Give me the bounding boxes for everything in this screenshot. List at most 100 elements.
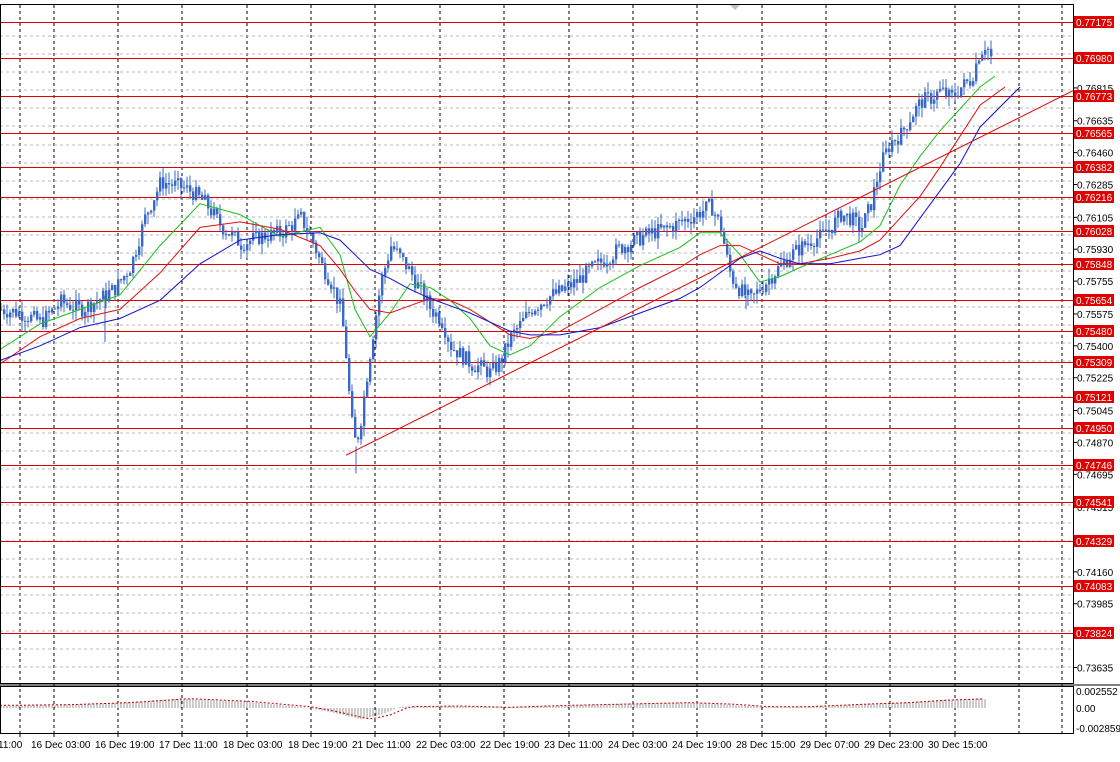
candle-body [690, 221, 693, 224]
main-frame [0, 4, 1074, 684]
candle-body [129, 273, 132, 276]
candle-body [903, 127, 906, 130]
candle-body [726, 243, 729, 255]
candle-body [939, 88, 942, 92]
candle-body [0, 309, 3, 311]
candle-body [906, 129, 909, 131]
price-tick-label: 0.74515 [1077, 503, 1114, 514]
candle-body [834, 217, 837, 234]
candle-body [807, 243, 810, 246]
level-tag-label: 0.76773 [1076, 92, 1113, 103]
candle-body [549, 296, 552, 305]
osc-tick-label: 0.002552 [1076, 687, 1118, 698]
price-tick-label: 0.76460 [1077, 149, 1114, 160]
candle-body [510, 332, 513, 347]
candle-body [339, 298, 342, 304]
candle-body [381, 275, 384, 296]
candle-body [822, 229, 825, 231]
candle-body [573, 279, 576, 288]
candle-body [291, 225, 294, 231]
candle-body [420, 282, 423, 284]
candle-body [468, 351, 471, 367]
candle-body [84, 311, 87, 317]
candle-body [702, 210, 705, 218]
candle-body [915, 105, 918, 117]
time-tick-label: 18 Dec 03:00 [223, 740, 283, 751]
candle-body [738, 287, 741, 296]
time-axis: 11:00 16 Dec 03:00 16 Dec 19:00 17 Dec 11:0… [0, 733, 988, 751]
time-tick-label: 11:00 [0, 740, 23, 751]
candle-body [741, 284, 744, 296]
price-tick-label: 0.74870 [1077, 438, 1114, 449]
candle-body [342, 298, 345, 327]
candle-body [567, 282, 570, 287]
candle-body [75, 299, 78, 311]
candle-body [804, 241, 807, 246]
candle-body [714, 214, 717, 216]
candle-body [228, 234, 231, 236]
candle-body [132, 256, 135, 274]
candle-body [459, 347, 462, 358]
candle-body [147, 212, 150, 215]
candle-body [456, 350, 459, 358]
level-tag [1074, 580, 1114, 592]
candle-body [588, 265, 591, 267]
candle-body [243, 249, 246, 251]
candle-body [777, 266, 780, 277]
candle-body [300, 211, 303, 215]
candle-body [753, 293, 756, 295]
candle-body [693, 217, 696, 224]
candle-body [516, 328, 519, 330]
candle-body [831, 229, 834, 234]
candle-body [309, 231, 312, 233]
candle-body [186, 185, 189, 188]
candle-body [867, 204, 870, 214]
level-tag-label: 0.73824 [1076, 629, 1113, 640]
candle-body [930, 93, 933, 104]
candle-body [261, 232, 264, 244]
candle-body [543, 304, 546, 306]
candle-body [114, 284, 117, 296]
candle-body [162, 177, 165, 189]
candle-body [96, 301, 99, 304]
candle-body [240, 245, 243, 250]
time-tick-label: 29 Dec 07:00 [800, 740, 860, 751]
candle-body [219, 214, 222, 226]
candle-body [486, 366, 489, 378]
candle-body [597, 258, 600, 262]
candle-body [795, 244, 798, 250]
price-tick-label: 0.76635 [1077, 117, 1114, 128]
candle-body [336, 287, 339, 304]
candle-body [474, 370, 477, 373]
candle-body [426, 295, 429, 302]
candle-body [318, 253, 321, 258]
candle-body [819, 229, 822, 239]
candle-body [657, 224, 660, 239]
candle-body [180, 178, 183, 189]
candle-body [978, 60, 981, 64]
candle-body [237, 231, 240, 246]
candle-body [900, 127, 903, 145]
candle-body [189, 185, 192, 192]
candle-body [357, 437, 360, 440]
candle-body [144, 214, 147, 225]
candle-body [633, 234, 636, 245]
candle-body [171, 184, 174, 186]
candle-body [948, 89, 951, 97]
candle-body [405, 257, 408, 270]
candle-body [24, 320, 27, 322]
candle-body [876, 182, 879, 188]
candle-body [552, 289, 555, 297]
candle-body [21, 311, 24, 321]
candle-body [168, 183, 171, 185]
candle-body [816, 238, 819, 247]
candle-body [165, 183, 168, 189]
candle-body [783, 260, 786, 264]
candle-body [213, 208, 216, 216]
candle-body [936, 91, 939, 100]
candle-body [447, 337, 450, 342]
candle-body [873, 187, 876, 211]
candle-body [369, 358, 372, 382]
